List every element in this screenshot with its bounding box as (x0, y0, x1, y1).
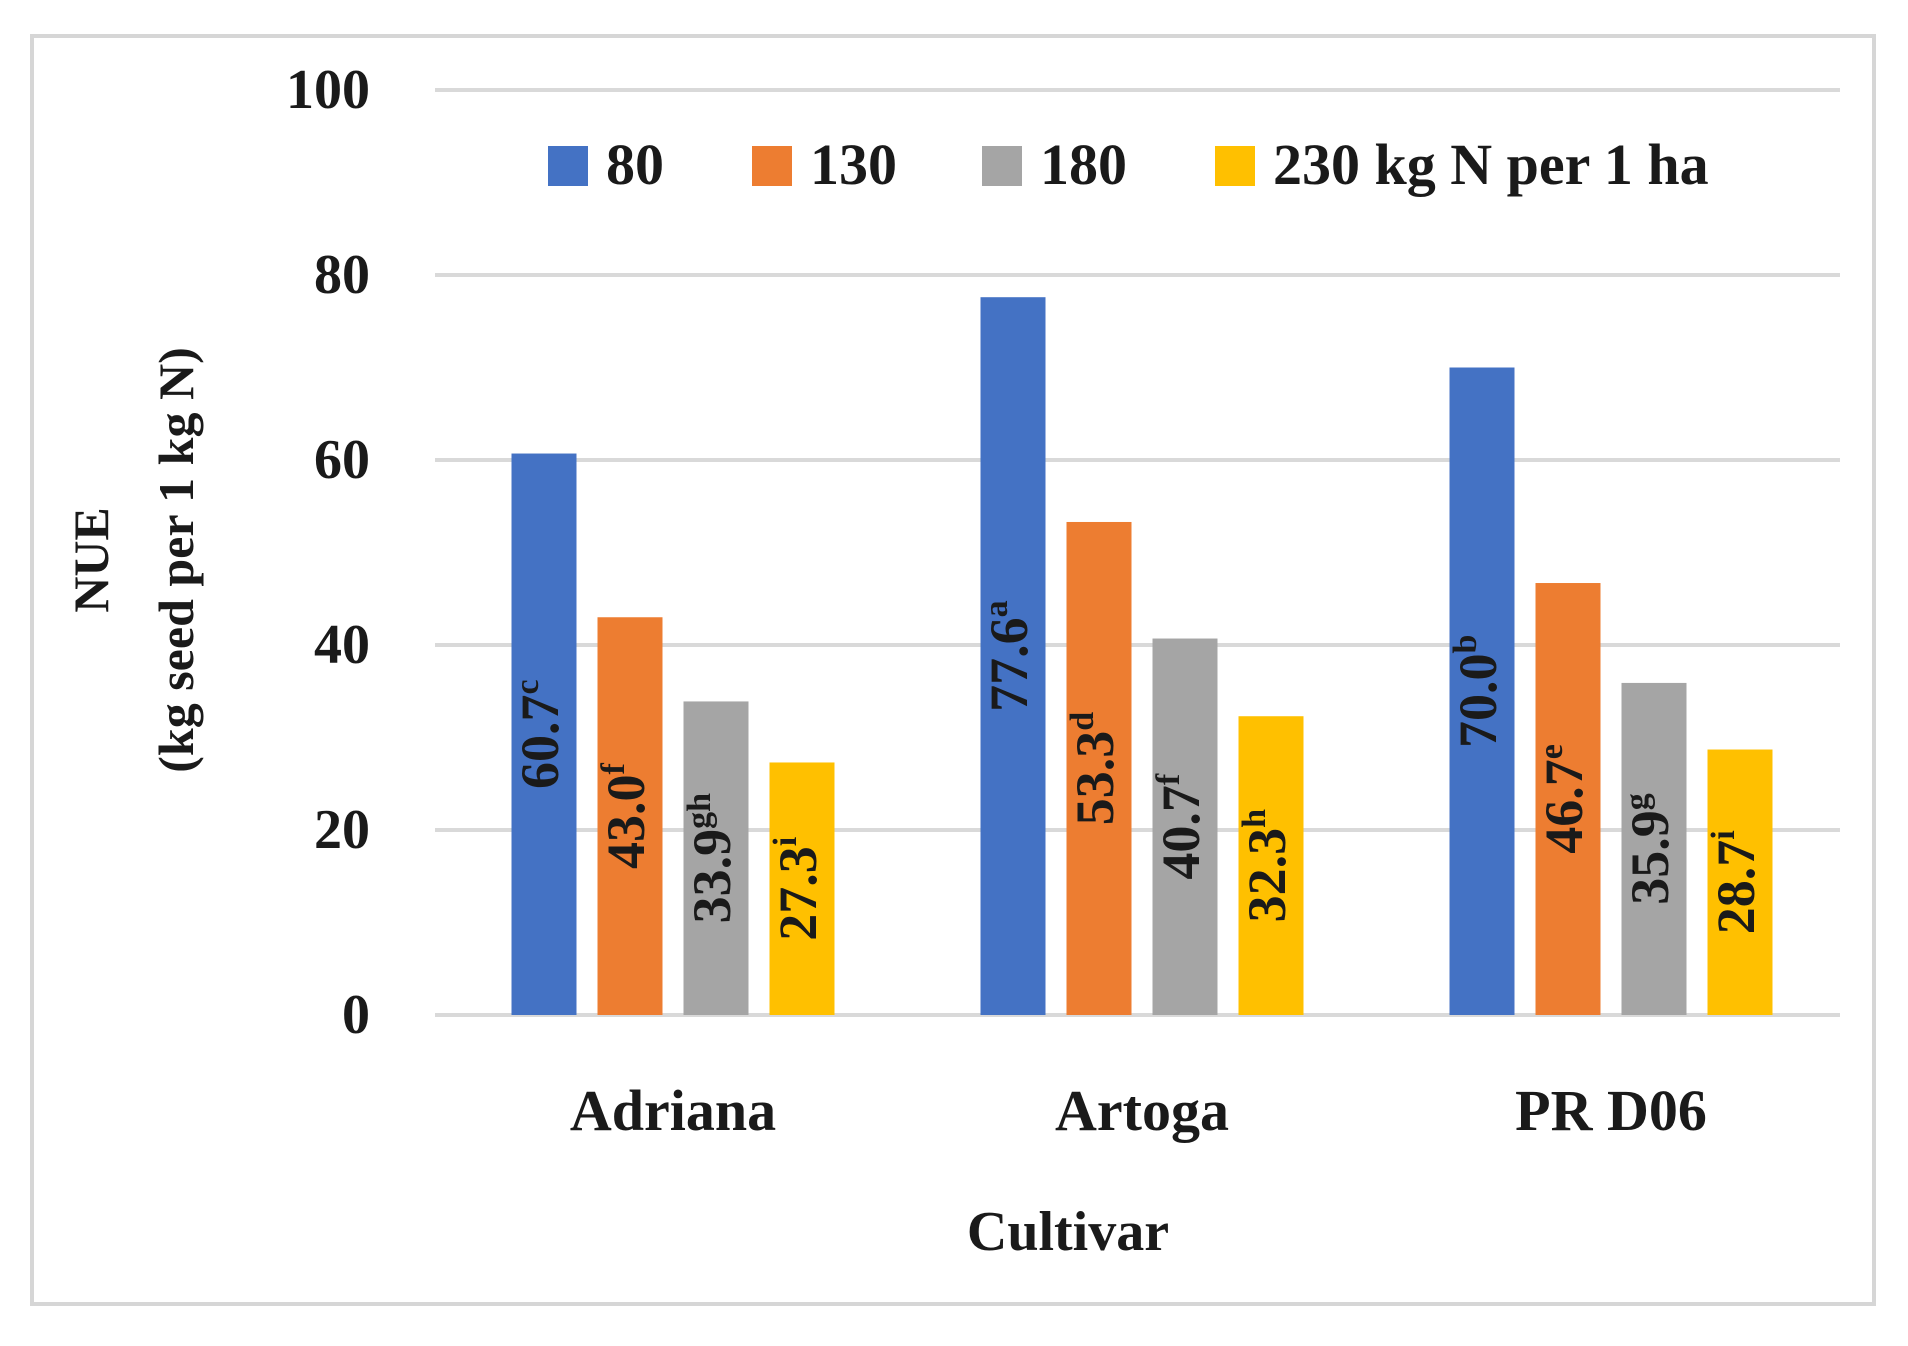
bar-adriana-230 (769, 762, 835, 1015)
legend-label-180: 180 (1040, 132, 1127, 197)
y-tick-60: 60 (314, 429, 370, 491)
legend-swatch-180 (982, 146, 1022, 186)
y-tick-labels: 0 20 40 60 80 100 (286, 59, 370, 1046)
legend-label-80: 80 (606, 132, 664, 197)
y-tick-40: 40 (314, 614, 370, 676)
bar-pr-d06-180 (1621, 682, 1687, 1015)
y-tick-100: 100 (286, 59, 370, 121)
data-label-artoga-180: 40.7f (1150, 773, 1211, 880)
data-label-adriana-230: 27.3i (767, 837, 828, 941)
legend-label-130: 130 (810, 132, 897, 197)
x-tick-adriana: Adriana (570, 1078, 776, 1143)
bar-adriana-180 (683, 701, 749, 1015)
bar-artoga-230 (1238, 716, 1304, 1015)
x-tick-pr-d06: PR D06 (1515, 1078, 1707, 1143)
data-label-adriana-80: 60.7c (509, 679, 570, 789)
legend-swatch-130 (752, 146, 792, 186)
gridlines (435, 88, 1840, 1017)
x-axis-label: Cultivar (967, 1201, 1169, 1263)
legend-swatch-80 (548, 146, 588, 186)
bar-pr-d06-80 (1449, 367, 1515, 1015)
data-label-artoga-230: 32.3h (1236, 809, 1297, 923)
data-label-pr-d06-230: 28.7i (1705, 830, 1766, 934)
bar-artoga-130 (1066, 521, 1132, 1015)
data-label-artoga-130: 53.3d (1064, 712, 1125, 826)
bars: 60.7c 43.0f 33.9gh 27.3i 77.6a 53.3d 40.7f 32.3… (509, 297, 1773, 1015)
x-tick-artoga: Artoga (1055, 1078, 1229, 1143)
data-label-artoga-80: 77.6a (978, 600, 1039, 712)
legend: 80 130 180 230 kg N per 1 ha (548, 132, 1709, 197)
legend-swatch-230 (1215, 146, 1255, 186)
data-label-adriana-130: 43.0f (595, 763, 656, 870)
bar-artoga-180 (1152, 638, 1218, 1015)
bar-artoga-80 (980, 297, 1046, 1015)
bar-adriana-130 (597, 617, 663, 1015)
bar-adriana-80 (511, 453, 577, 1015)
bar-pr-d06-230 (1707, 749, 1773, 1015)
legend-label-230: 230 kg N per 1 ha (1273, 132, 1709, 197)
bar-pr-d06-130 (1535, 583, 1601, 1015)
y-axis-label-line1: NUE (63, 507, 119, 613)
x-tick-labels: Adriana Artoga PR D06 (570, 1078, 1707, 1143)
data-label-pr-d06-80: 70.0b (1447, 635, 1508, 748)
y-tick-0: 0 (342, 984, 370, 1046)
y-axis-label-line2: (kg seed per 1 kg N) (148, 347, 204, 772)
data-label-adriana-180: 33.9gh (681, 793, 742, 924)
y-tick-20: 20 (314, 799, 370, 861)
y-tick-80: 80 (314, 244, 370, 306)
data-label-pr-d06-180: 35.9g (1619, 793, 1680, 905)
data-label-pr-d06-130: 46.7e (1533, 744, 1594, 854)
